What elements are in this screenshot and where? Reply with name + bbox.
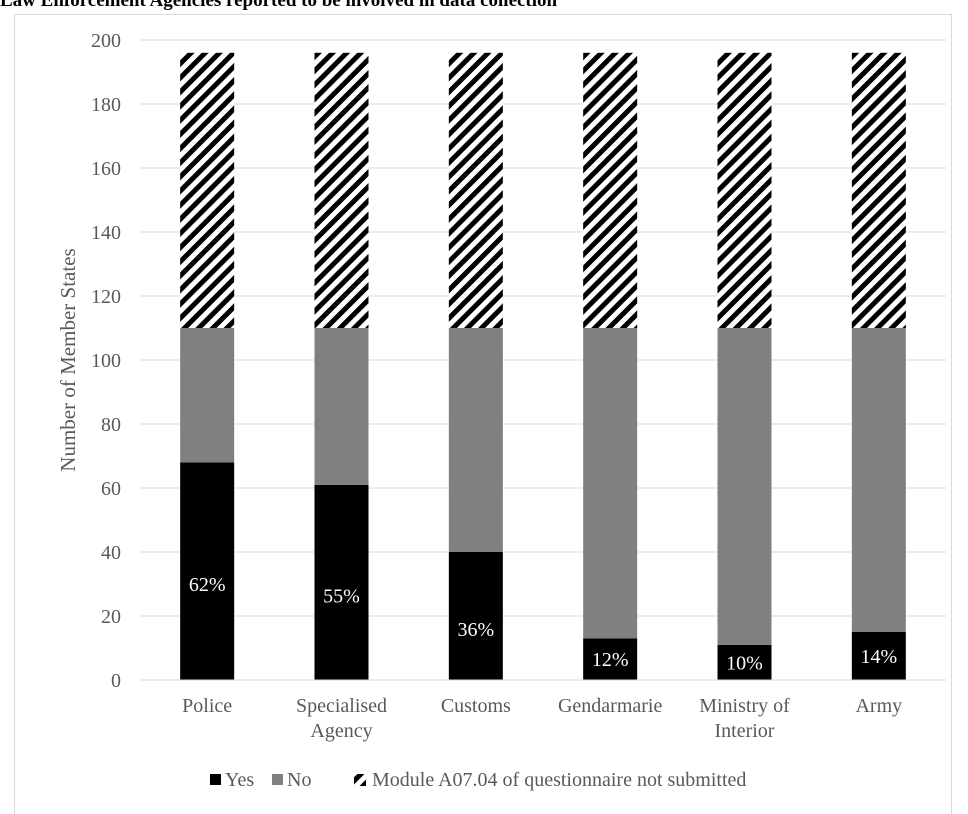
y-tick-label: 0 [111,670,121,692]
legend-label: Module A07.04 of questionnaire not submi… [372,769,746,791]
y-tick-label: 80 [101,414,121,436]
y-tick-label: 100 [91,350,121,372]
y-tick-label: 160 [91,158,121,180]
bar-segment-no [314,328,369,485]
y-axis-ticks: 0 20 40 60 80 100 120 140 160 180 200 [91,30,121,692]
data-label: 62% [189,574,226,596]
bar-segment-no [717,328,772,645]
bar-segment-no [851,328,906,632]
x-tick-label: Customs [441,695,511,717]
legend-label: Yes [225,769,254,791]
chart-frame-right [951,14,952,814]
bar-segment-module [180,52,235,329]
y-tick-label: 40 [101,542,121,564]
bar-segment-yes [583,638,638,680]
y-tick-label: 140 [91,222,121,244]
x-tick-label: Police [182,695,232,717]
legend-swatch [210,774,221,785]
chart-frame-top [14,14,952,15]
bar-segment-no [448,328,503,552]
x-tick-label: Gendarmarie [558,695,663,717]
legend-item: Yes [210,769,254,791]
chart-frame-left [14,14,15,814]
data-label: 55% [323,585,360,607]
bar-segment-module [314,52,369,329]
legend-swatch [272,774,283,785]
bar-segment-yes [717,644,772,680]
data-label: 10% [726,652,763,674]
y-tick-label: 120 [91,286,121,308]
bar-segment-no [180,328,235,463]
legend-item: Module A07.04 of questionnaire not submi… [354,769,746,791]
y-tick-label: 60 [101,478,121,500]
bar-segment-module [717,52,772,329]
legend: Yes No Module A07.04 of questionnaire not … [210,769,746,791]
chart-title: Law Enforcement Agencies reported to be … [0,0,558,11]
x-tick-label: Interior [715,720,775,742]
x-tick-label: Specialised [296,695,387,717]
legend-label: No [287,769,311,791]
legend-item: No [272,769,311,791]
x-tick-label: Agency [310,720,372,742]
bar-segment-module [583,52,638,329]
bar-segment-yes [314,484,369,680]
x-tick-label: Ministry of [699,695,790,717]
bars [180,52,906,680]
legend-swatch [354,774,366,786]
bar-segment-yes [448,552,503,680]
data-label: 14% [860,646,897,668]
bar-segment-no [583,328,638,639]
y-tick-label: 180 [91,94,121,116]
bar-segment-yes [851,632,906,680]
y-tick-label: 200 [91,30,121,52]
bar-segment-module [851,52,906,329]
data-label: 12% [592,649,629,671]
x-tick-label: Army [855,695,902,717]
y-tick-label: 20 [101,606,121,628]
gridlines [140,39,946,617]
data-labels: 62% 55% 36% 12% 10% 14% [189,574,897,674]
y-axis-label: Number of Member States [56,248,80,471]
data-label: 36% [457,619,494,641]
bar-segment-yes [180,462,235,680]
x-axis-ticks: Police Specialised Agency Customs Gendarmari… [182,695,902,742]
bar-segment-module [448,52,503,329]
